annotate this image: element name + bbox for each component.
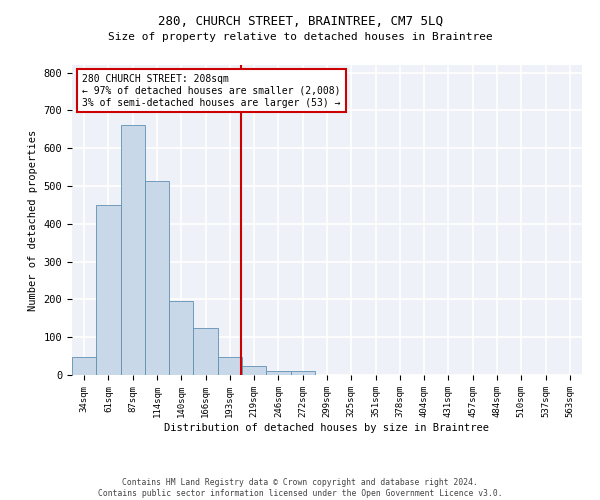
Bar [193, 328, 218, 375]
Bar [266, 371, 290, 375]
Bar [72, 357, 96, 375]
Text: 280 CHURCH STREET: 208sqm
← 97% of detached houses are smaller (2,008)
3% of sem: 280 CHURCH STREET: 208sqm ← 97% of detac… [82, 74, 341, 108]
Bar [242, 366, 266, 375]
Text: Size of property relative to detached houses in Braintree: Size of property relative to detached ho… [107, 32, 493, 42]
Text: 280, CHURCH STREET, BRAINTREE, CM7 5LQ: 280, CHURCH STREET, BRAINTREE, CM7 5LQ [157, 15, 443, 28]
Bar [218, 357, 242, 375]
Bar [145, 180, 169, 375]
Y-axis label: Number of detached properties: Number of detached properties [28, 130, 38, 310]
Bar [121, 124, 145, 375]
Bar [290, 371, 315, 375]
Bar [169, 301, 193, 375]
Text: Contains HM Land Registry data © Crown copyright and database right 2024.
Contai: Contains HM Land Registry data © Crown c… [98, 478, 502, 498]
Bar [96, 206, 121, 375]
X-axis label: Distribution of detached houses by size in Braintree: Distribution of detached houses by size … [164, 422, 490, 432]
